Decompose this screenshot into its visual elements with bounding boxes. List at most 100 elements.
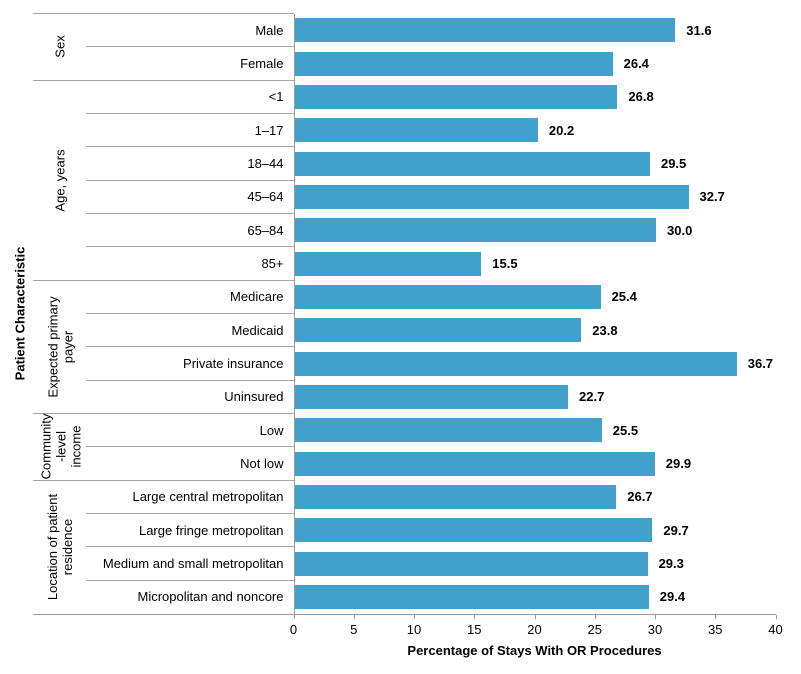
bar-value-label: 29.3 (658, 555, 684, 571)
item-separator-line (86, 213, 294, 214)
category-label: Low (259, 422, 284, 438)
group-label-cell: Location of patient residence (33, 480, 88, 613)
axis-tick-label: 5 (350, 621, 358, 637)
group-label: Expected primary payer (45, 296, 76, 398)
category-label: 18–44 (247, 155, 284, 171)
axis-tick (474, 614, 476, 619)
bar (294, 51, 613, 76)
item-separator-line (86, 579, 294, 581)
bar (294, 84, 618, 109)
category-label: Male (255, 22, 284, 38)
axis-tick (534, 614, 536, 619)
item-separator-line (86, 179, 294, 181)
group-separator-line (33, 79, 294, 81)
item-separator-line (86, 513, 294, 514)
axis-tick-label: 10 (406, 621, 422, 637)
bar (294, 551, 648, 576)
item-separator-line (86, 379, 294, 381)
group-separator-line (33, 13, 294, 14)
bar-value-label: 20.2 (548, 122, 575, 138)
axis-tick-label: 35 (708, 621, 723, 637)
bar-value-label: 31.6 (686, 22, 712, 38)
bar-value-label: 32.7 (699, 189, 725, 205)
item-separator-line (86, 313, 294, 314)
value-axis-line (33, 613, 776, 615)
category-label: <1 (268, 89, 284, 105)
axis-tick (775, 614, 777, 619)
axis-tick-label: 15 (467, 621, 482, 637)
bar-value-label: 29.5 (660, 155, 687, 171)
category-label: 85+ (261, 255, 284, 271)
group-label-cell: Age, years (33, 80, 88, 280)
bar-value-label: 25.4 (611, 289, 637, 305)
group-label-cell: Expected primary payer (33, 280, 88, 413)
group-label-cell: Sex (33, 14, 88, 81)
bar (294, 451, 655, 476)
y-axis-title: Patient Characteristic (12, 246, 28, 380)
bar-value-label: 15.5 (492, 255, 518, 271)
y-axis-title-wrap: Patient Characteristic (8, 13, 32, 613)
group-separator-line (33, 413, 294, 414)
item-separator-line (86, 113, 294, 114)
category-label: Medicare (230, 289, 284, 305)
bar-value-label: 29.7 (663, 522, 689, 538)
bar (294, 118, 538, 143)
bar (294, 284, 601, 309)
category-label: 1–17 (254, 122, 284, 138)
bar (294, 318, 582, 343)
item-separator-line (86, 246, 294, 248)
category-label: 45–64 (247, 189, 284, 205)
axis-tick-label: 25 (587, 621, 602, 637)
axis-tick (414, 614, 415, 619)
bar (294, 484, 617, 509)
axis-tick (293, 614, 295, 619)
axis-tick-label: 0 (289, 621, 298, 637)
bar (294, 218, 656, 243)
bar-value-label: 26.4 (623, 55, 649, 71)
bar-value-label: 36.7 (747, 355, 774, 371)
category-label: Medium and small metropolitan (102, 555, 284, 571)
bar-value-label: 26.8 (628, 89, 654, 105)
category-label: Female (240, 55, 284, 71)
bar (294, 384, 569, 409)
category-label: 65–84 (247, 222, 284, 238)
category-label: Medicaid (231, 322, 284, 338)
bar (294, 351, 737, 376)
bar-value-label: 29.4 (659, 589, 686, 605)
group-label: Location of patient residence (45, 493, 76, 600)
item-separator-line (86, 146, 294, 148)
item-separator-line (86, 346, 294, 348)
item-separator-line (86, 46, 294, 48)
category-label: Micropolitan and noncore (137, 589, 284, 605)
category-label: Large fringe metropolitan (138, 522, 284, 538)
bar-value-label: 25.5 (612, 422, 639, 438)
bar (294, 418, 602, 443)
group-label: Age, years (53, 149, 68, 212)
axis-tick (655, 614, 656, 619)
axis-tick-label: 40 (768, 621, 783, 637)
category-label: Not low (240, 455, 284, 471)
bar (294, 18, 676, 43)
group-separator-line (33, 479, 294, 481)
group-label: Sex (53, 35, 68, 59)
category-label: Uninsured (224, 389, 284, 405)
bar (294, 584, 649, 609)
item-separator-line (86, 446, 294, 448)
axis-tick (353, 614, 355, 619)
category-label: Private insurance (183, 355, 284, 371)
bar (294, 251, 482, 276)
bar-value-label: 26.7 (627, 489, 653, 505)
group-label-cell: Community -level income (33, 414, 88, 481)
axis-tick (594, 614, 596, 619)
bar-value-label: 30.0 (667, 222, 693, 238)
bar (294, 184, 689, 209)
bar-value-label: 29.9 (665, 455, 692, 471)
item-separator-line (86, 546, 294, 548)
bar (294, 151, 650, 176)
x-axis-title: Percentage of Stays With OR Procedures (407, 643, 662, 658)
group-separator-line (33, 279, 294, 281)
bar-value-label: 22.7 (579, 389, 605, 405)
axis-tick (715, 614, 717, 619)
axis-tick-label: 30 (647, 621, 663, 637)
